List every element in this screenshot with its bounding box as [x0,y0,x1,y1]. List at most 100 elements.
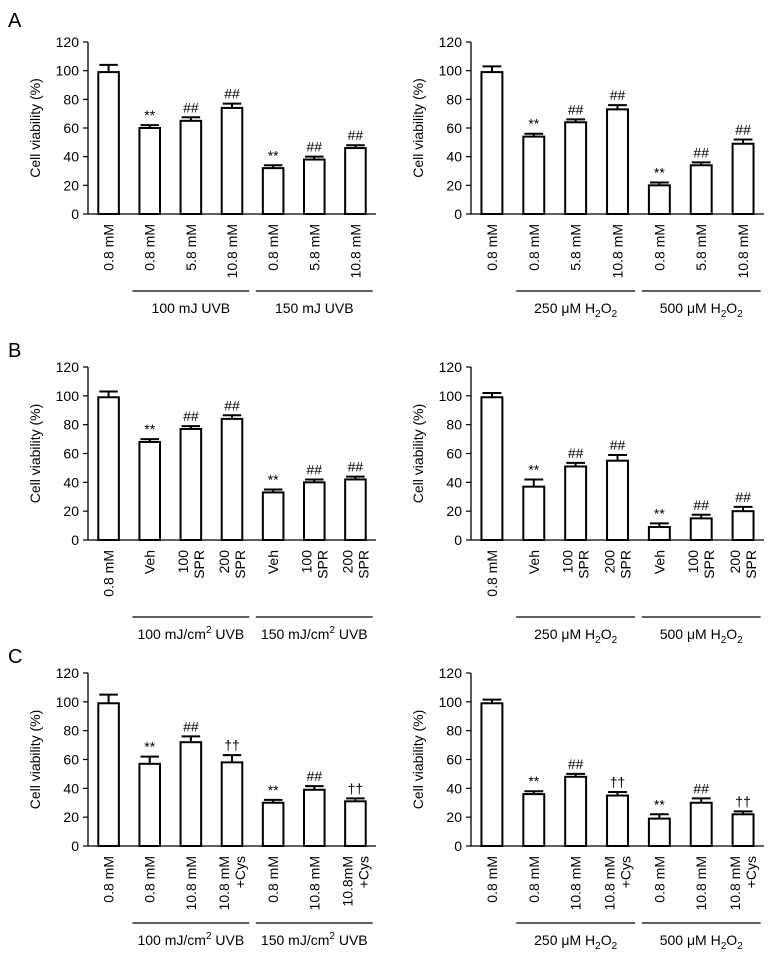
x-tick-label: 5.8 mM [306,224,322,271]
bar [179,427,203,541]
x-tick-label: 10.8 mM [183,856,199,910]
bar [731,510,755,541]
x-tick-label: 0.8 mM [101,550,117,597]
panel-letter-b: B [8,340,21,362]
y-tick-label: 20 [63,503,79,519]
x-tick-label: SPR [576,550,592,579]
significance-marker: ## [306,139,322,155]
bar [344,478,367,542]
group-label-part: 2 [206,931,212,942]
significance-marker: ## [306,461,322,477]
bar [179,741,203,848]
x-tick-label: Veh [142,550,158,574]
significance-marker: ** [654,796,665,812]
y-tick-label: 40 [446,474,462,490]
x-tick-label: 0.8 mM [651,224,667,271]
chart-5: 0 20 40 60 80 100 120 Cell viability (%) 0.8 mM *… [27,665,376,948]
group-label-part: 2 [737,309,743,320]
y-tick-label: 20 [446,503,462,519]
y-tick-label: 0 [454,532,462,548]
y-tick-label: 0 [71,532,79,548]
y-tick-label: 40 [63,780,79,796]
x-tick-label: 10.8mM [339,856,355,907]
x-tick-label: 200 [339,550,355,574]
bar [220,106,244,215]
group-label-part: UVB [212,932,245,948]
significance-marker: †† [610,774,626,790]
group-label: 150 mJ/cm2 UVB [261,625,368,642]
y-tick-label: 80 [63,417,79,433]
bar [138,127,162,215]
group-label-part: 150 mJ UVB [275,300,354,316]
y-axis-label: Cell viability (%) [410,710,426,810]
x-tick-label: +Cys [618,856,634,888]
significance-marker: †† [348,780,364,796]
group-label-part: 250 μM H [534,626,595,642]
x-tick-label: 10.8 mM [224,224,240,278]
bar [97,702,120,848]
chart-2: 0 20 40 60 80 100 120 Cell viability (%) 0.8 mM *… [410,34,764,320]
significance-marker: ## [735,121,751,137]
group-label-part: 500 μM H [660,626,721,642]
group-label-part: 100 mJ UVB [152,300,231,316]
significance-marker: ## [183,718,199,734]
bar [480,71,504,215]
bar [480,396,504,541]
chart-4: 0 20 40 60 80 100 120 Cell viability (%) 0.8 mM *… [410,359,764,646]
bar [731,813,755,847]
x-tick-label: 100 [685,550,701,574]
significance-marker: ## [224,86,240,102]
y-axis-label: Cell viability (%) [27,710,43,810]
group-label-part: UVB [335,626,368,642]
chart-3: 0 20 40 60 80 100 120 Cell viability (%) 0.8 mM *… [27,359,376,642]
x-tick-label: SPR [618,550,634,579]
x-tick-label: Veh [651,550,667,574]
y-axis-label: Cell viability (%) [410,404,426,504]
x-tick-label: 5.8 mM [693,224,709,271]
bar [522,135,546,216]
bar [261,167,285,215]
x-tick-label: 0.8 mM [526,856,542,903]
y-tick-label: 60 [446,446,462,462]
x-tick-label: SPR [743,550,759,579]
group-label: 250 μM H2O2 [534,300,617,320]
group-label: 250 μM H2O2 [534,932,617,952]
bar [303,481,326,542]
group-label-part: 500 μM H [660,300,721,316]
y-tick-label: 100 [439,388,463,404]
x-tick-label: 0.8 mM [651,856,667,903]
bar [647,184,671,215]
y-tick-label: 20 [63,177,79,193]
x-tick-label: 10.8 mM [727,856,743,910]
x-tick-label: 10.8 mM [216,856,232,910]
bar [689,164,713,215]
group-label-part: 2 [721,635,727,646]
group-label-part: 2 [737,941,743,952]
significance-marker: ** [268,147,279,163]
significance-marker: ** [268,472,279,488]
chart-6: 0 20 40 60 80 100 120 Cell viability (%) 0.8 mM *… [410,665,764,952]
bar [220,761,244,848]
bar [303,788,326,848]
bar [97,396,120,541]
x-tick-label: SPR [355,550,371,579]
y-tick-label: 100 [56,388,80,404]
x-tick-label: 0.8 mM [101,224,117,271]
group-label-part: 250 μM H [534,300,595,316]
y-tick-label: 80 [446,417,462,433]
bar [261,491,285,541]
group-label-part: UVB [212,626,245,642]
x-tick-label: +Cys [743,856,759,888]
group-label-part: 2 [329,625,335,636]
significance-marker: ## [610,87,626,103]
x-tick-label: 10.8 mM [347,224,363,278]
group-label-part: 150 mJ/cm [261,932,329,948]
y-tick-label: 100 [56,63,80,79]
x-tick-label: SPR [232,550,248,579]
significance-marker: ## [568,756,584,772]
y-tick-label: 120 [56,359,80,375]
y-tick-label: 40 [63,474,79,490]
bar [647,526,671,542]
x-tick-label: 10.8 mM [735,224,751,278]
